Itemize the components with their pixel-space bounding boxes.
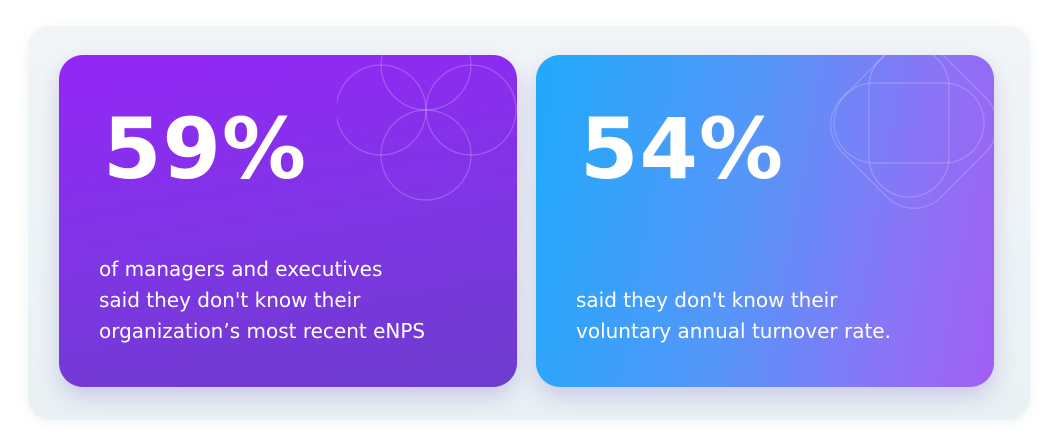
- rounded-squares-pattern-icon: [830, 55, 994, 209]
- stat-description: of managers and executives said they don…: [99, 254, 425, 347]
- description-line: said they don't know their: [99, 288, 361, 312]
- stat-description: said they don't know their voluntary ann…: [576, 285, 891, 347]
- four-circles-pattern-icon: [337, 55, 517, 201]
- stat-value: 59%: [103, 100, 308, 198]
- description-line: organization’s most recent eNPS: [99, 319, 426, 343]
- stat-card-turnover: 54% said they don't know their voluntary…: [536, 55, 994, 387]
- stat-value: 54%: [580, 100, 785, 198]
- description-line: voluntary annual turnover rate.: [576, 319, 891, 343]
- description-line: of managers and executives: [99, 257, 383, 281]
- stat-card-enps: 59% of managers and executives said they…: [59, 55, 517, 387]
- description-line: said they don't know their: [576, 288, 838, 312]
